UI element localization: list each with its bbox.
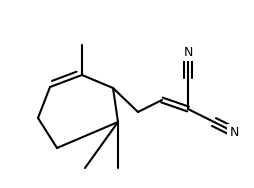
- Text: N: N: [183, 46, 193, 59]
- Text: N: N: [229, 126, 239, 139]
